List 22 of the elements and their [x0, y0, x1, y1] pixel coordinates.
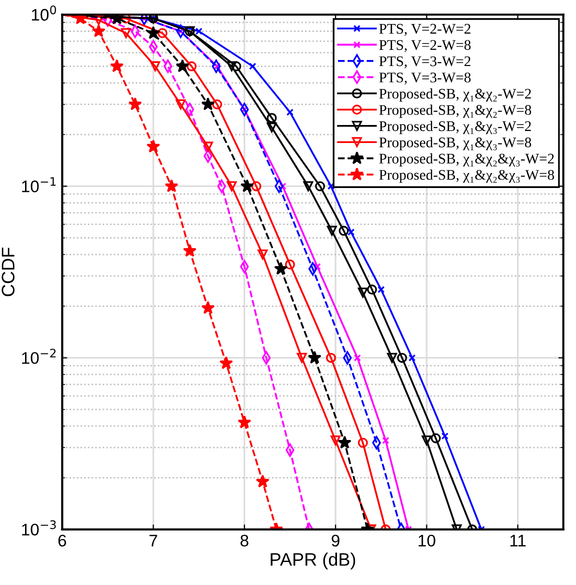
x-axis-title: PAPR (dB)	[270, 552, 356, 570]
x-tick-label: 6	[58, 534, 66, 547]
legend-label: Proposed-SB, χ₁&χ₃-W=8	[379, 137, 532, 150]
y-axis-title: CCDF	[2, 248, 14, 296]
legend-label: Proposed-SB, χ₁&χ₂-W=2	[379, 88, 531, 102]
legend-label: Proposed-SB, χ₁&χ₃-W=2	[379, 120, 531, 134]
y-tick-label: 10$^{−2}$	[22, 348, 56, 364]
x-tick-label: 11	[510, 534, 526, 546]
y-tick-label: 10$^{0}$	[32, 5, 56, 21]
y-tick-label: 10$^{−3}$	[22, 520, 56, 536]
x-tick-label: 7	[150, 534, 158, 546]
legend-label: PTS, V=2-W=8	[379, 40, 471, 52]
legend-label: Proposed-SB, χ₁&χ₂&χ₃-W=2	[379, 153, 554, 167]
legend-label: Proposed-SB, χ₁&χ₂-W=8	[379, 104, 532, 118]
x-tick-label: 8	[240, 534, 248, 547]
legend-label: Proposed-SB, χ₁&χ₂&χ₃-W=8	[379, 170, 554, 183]
legend-label: PTS, V=2-W=2	[379, 24, 470, 36]
legend-label: PTS, V=3-W=8	[379, 72, 471, 85]
y-tick-label: 10$^{−1}$	[22, 177, 56, 192]
x-tick-label: 10	[418, 534, 436, 547]
x-tick-label: 9	[332, 534, 340, 547]
legend-label: PTS, V=3-W=2	[379, 56, 470, 68]
